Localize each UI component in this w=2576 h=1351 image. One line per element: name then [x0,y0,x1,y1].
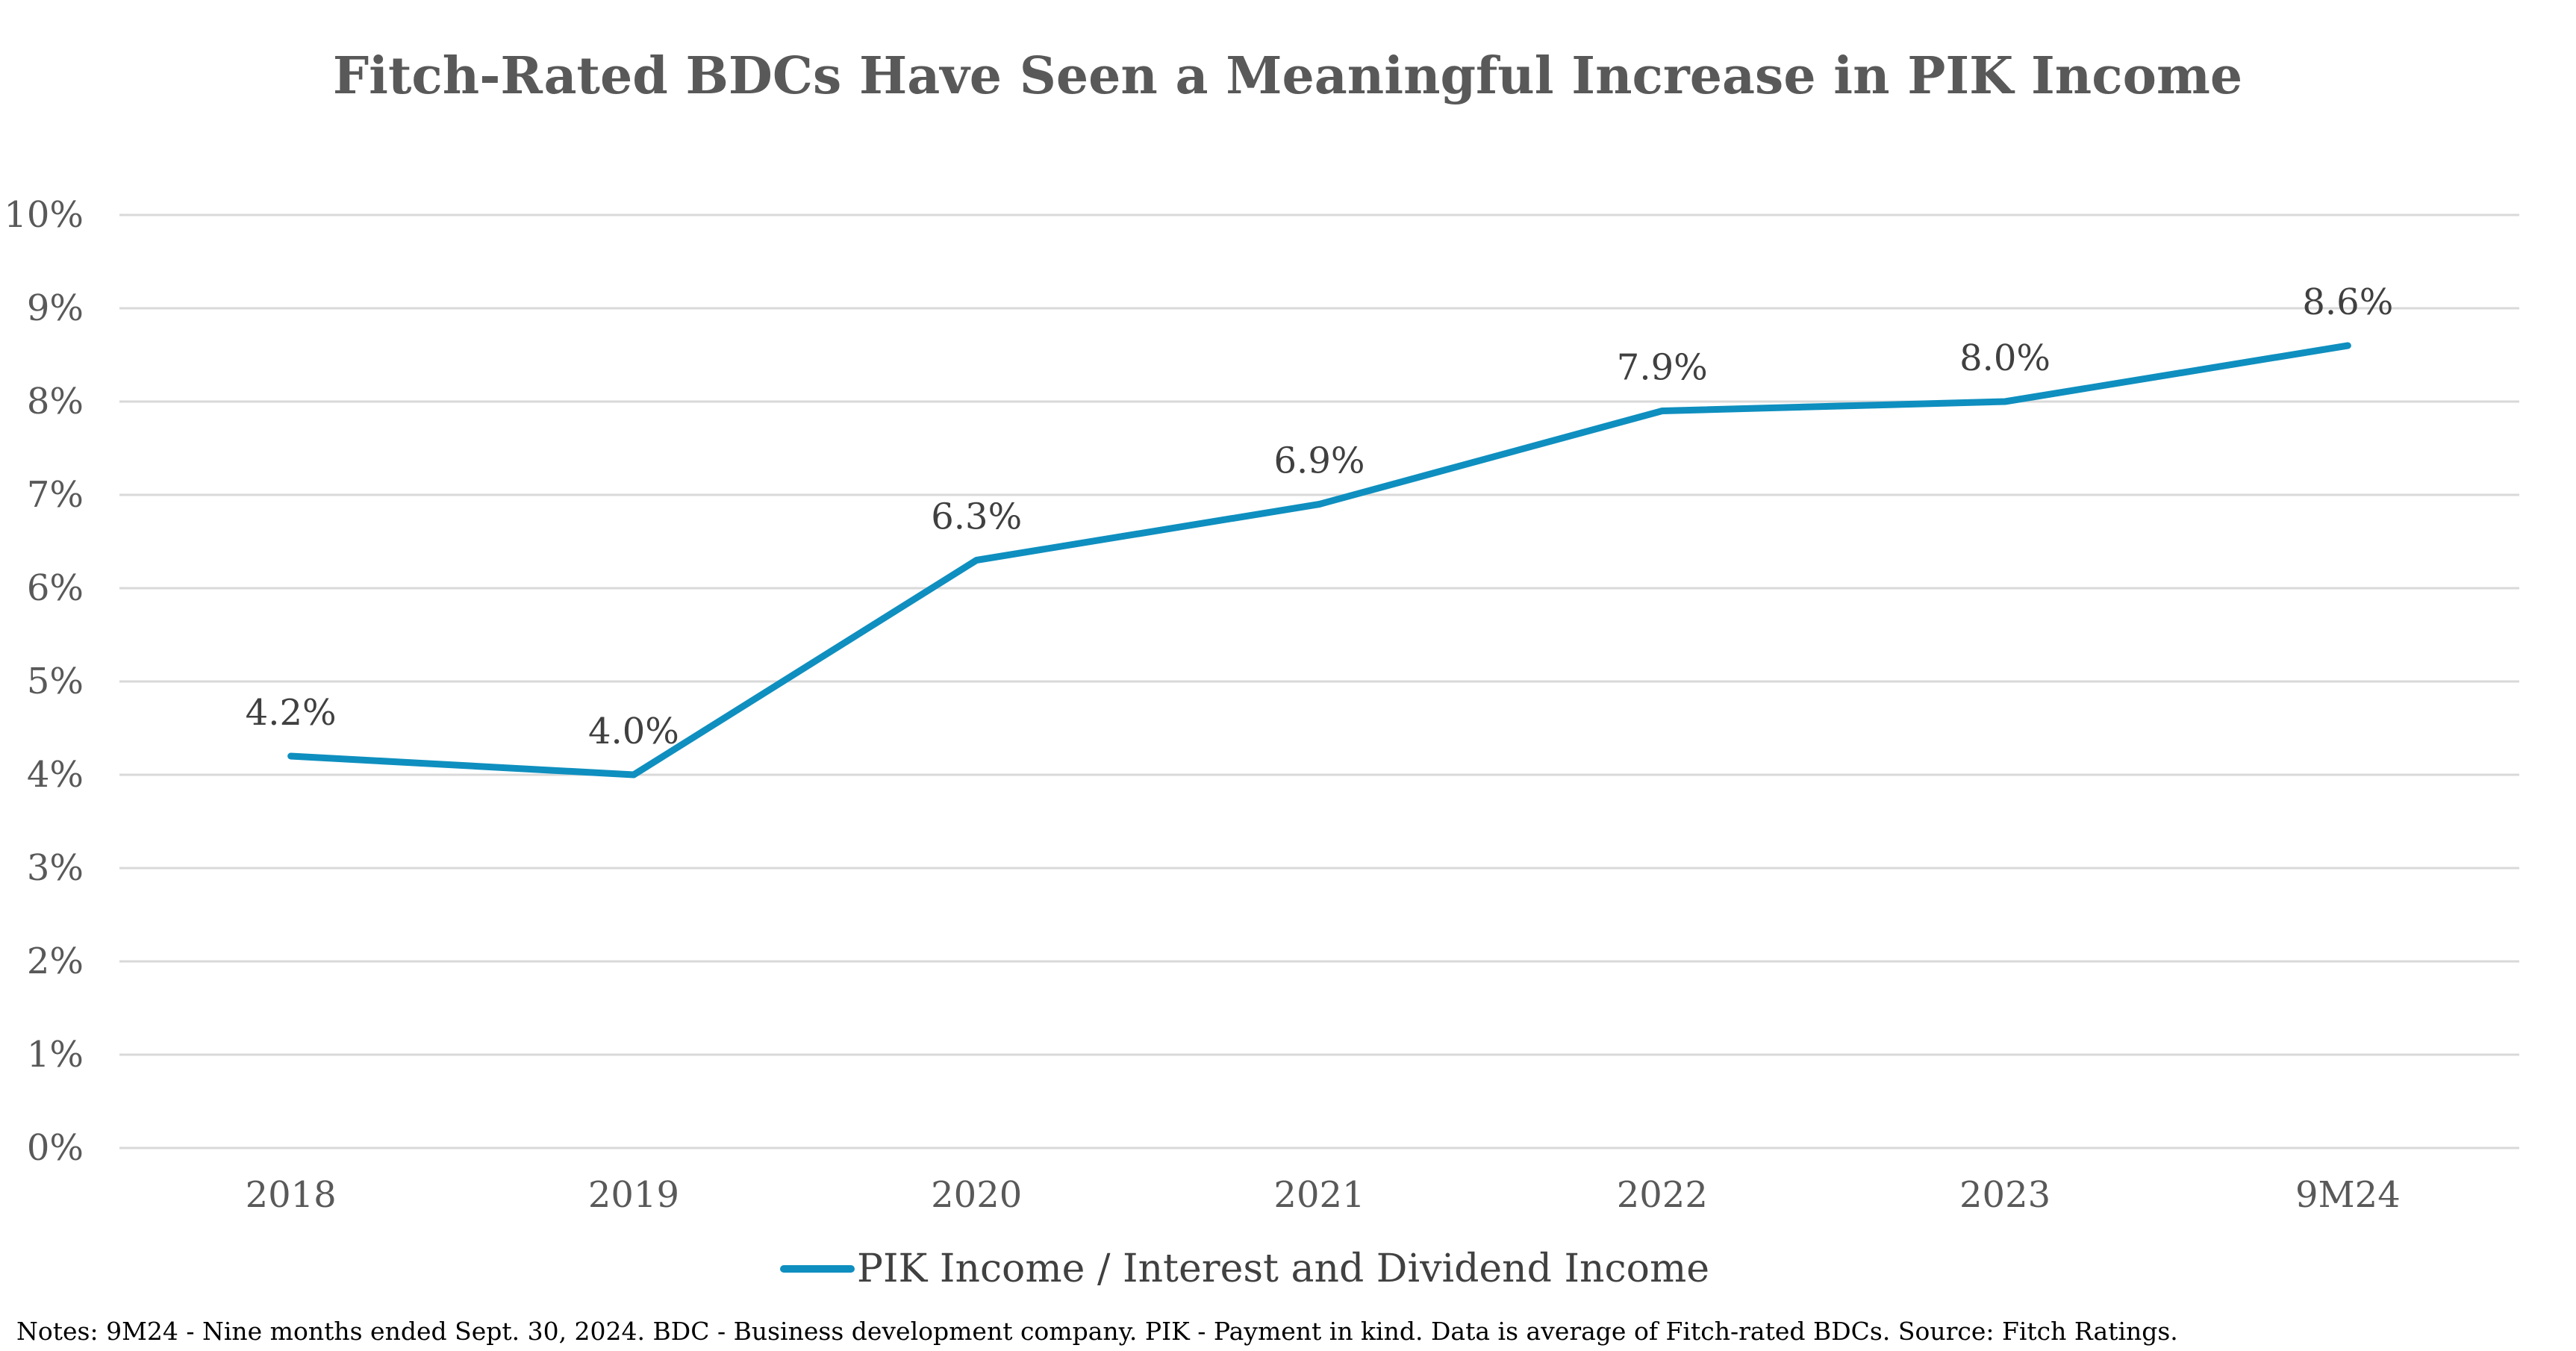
legend-label: PIK Income / Interest and Dividend Incom… [857,1247,1709,1291]
data-label: 4.0% [588,711,679,752]
series-layer [287,342,2351,779]
data-label: 4.2% [246,692,337,734]
y-axis-ticks: 0% 1% 2% 3% 4% 5% 6% 7% 8% 9% 10% [4,194,84,1169]
x-tick-label: 2019 [588,1174,679,1216]
chart-notes: Notes: 9M24 - Nine months ended Sept. 30… [16,1317,2178,1346]
y-tick-label: 5% [27,661,84,702]
data-label: 7.9% [1617,347,1708,389]
data-label: 6.3% [931,496,1022,538]
x-tick-label: 2022 [1617,1174,1708,1216]
y-tick-label: 4% [27,754,84,796]
data-label: 6.9% [1274,440,1365,482]
x-axis-ticks: 2018 2019 2020 2021 2022 2023 9M24 [246,1174,2401,1216]
legend: PIK Income / Interest and Dividend Incom… [780,1247,1709,1291]
y-tick-label: 2% [27,940,84,982]
y-tick-label: 0% [27,1127,84,1169]
chart-title: Fitch-Rated BDCs Have Seen a Meaningful … [333,46,2242,106]
y-tick-label: 10% [4,194,84,236]
x-tick-label: 2018 [246,1174,337,1216]
x-tick-label: 2023 [1959,1174,2050,1216]
y-tick-label: 7% [27,474,84,516]
data-label: 8.0% [1959,337,2050,379]
series-line [287,342,2351,779]
data-labels: 4.2% 4.0% 6.3% 6.9% 7.9% 8.0% 8.6% [246,281,2394,752]
y-tick-label: 6% [27,567,84,609]
y-tick-label: 1% [27,1034,84,1076]
data-label: 8.6% [2302,281,2393,323]
gridlines [119,213,2519,1149]
y-tick-label: 9% [27,287,84,329]
x-tick-label: 2021 [1273,1174,1365,1216]
y-tick-label: 8% [27,381,84,422]
x-tick-label: 9M24 [2295,1174,2401,1216]
x-tick-label: 2020 [931,1174,1022,1216]
y-tick-label: 3% [27,847,84,889]
